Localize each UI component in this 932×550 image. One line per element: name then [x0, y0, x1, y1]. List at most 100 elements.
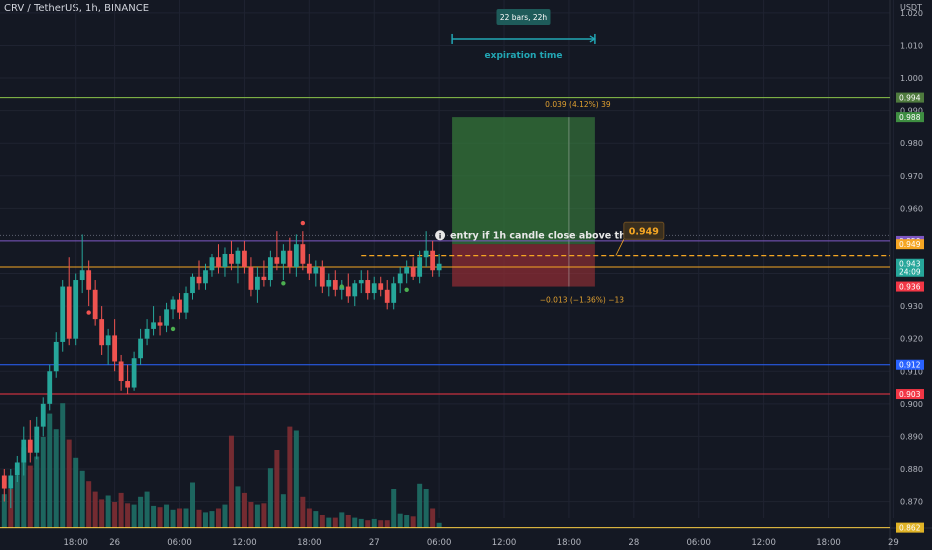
volume-bar	[92, 491, 98, 528]
candle-body	[261, 276, 267, 281]
volume-bar	[99, 499, 105, 528]
target-zone-filled	[452, 117, 569, 245]
volume-bar	[215, 508, 221, 528]
candle-body	[14, 462, 20, 476]
candle-body	[248, 267, 254, 290]
volume-bar	[235, 486, 241, 528]
tag-level-0903-label: 0.903	[899, 390, 921, 399]
x-tick-label: 18:00	[816, 538, 841, 548]
tag-0943-label: 0.943	[899, 260, 921, 269]
volume-bar	[436, 522, 442, 528]
target-zone	[452, 117, 595, 245]
info-icon	[435, 230, 446, 241]
volume-bar	[105, 495, 111, 528]
candle-body	[306, 263, 312, 274]
x-tick-label: 06:00	[686, 538, 711, 548]
candle-body	[222, 253, 228, 267]
volume-bar	[274, 450, 280, 528]
tag-level-0862-bg	[896, 522, 924, 533]
y-tick-label: 0.900	[900, 400, 923, 409]
candle-body	[79, 270, 85, 281]
x-tick-label: 18:00	[297, 538, 322, 548]
volume-bar	[118, 492, 124, 528]
x-tick-label: 27	[369, 538, 380, 548]
candle-body	[53, 341, 59, 372]
tag-level-0862-label: 0.862	[899, 524, 921, 533]
candle-body	[151, 322, 156, 329]
x-tick-label: 12:00	[492, 538, 517, 548]
candle-body	[131, 358, 137, 388]
volume-bar	[190, 482, 196, 528]
volume-bar	[177, 508, 183, 528]
signal-markers	[86, 220, 409, 332]
volume-bar	[125, 503, 131, 528]
candle-body	[60, 286, 66, 342]
tag-level-0912-bg	[896, 359, 924, 370]
candle-body	[319, 267, 325, 287]
volume-bar	[404, 515, 410, 528]
volume-bar	[60, 403, 66, 528]
candle-body	[371, 283, 377, 294]
candle-body	[332, 280, 338, 290]
volume-bars	[1, 403, 442, 528]
signal-up-dot	[281, 281, 286, 286]
candle-body	[293, 244, 299, 267]
candle-body	[216, 257, 221, 267]
candle-body	[255, 276, 260, 290]
volume-bar	[430, 508, 436, 528]
y-tick-label: 0.990	[900, 107, 923, 116]
volume-bar	[79, 470, 85, 528]
volume-bar	[410, 516, 416, 528]
candle-body	[436, 263, 442, 271]
stop-label: −0.013 (−1.36%) −13	[540, 296, 625, 305]
candle-body	[21, 439, 27, 463]
tag-0949-bg	[896, 239, 924, 250]
y-tick-label: 0.880	[900, 465, 923, 474]
volume-bar	[138, 496, 144, 528]
candles	[1, 231, 442, 509]
x-axis: 18:00 26 06:00 12:00 18:00 27 06:00 12:00 18:00 2…	[63, 538, 898, 548]
range-badge	[496, 8, 551, 25]
candle-body	[378, 283, 384, 290]
range-arrow	[589, 35, 597, 43]
grid	[0, 0, 894, 518]
volume-bar	[202, 512, 208, 528]
volume-bar	[112, 502, 118, 528]
candle-body	[183, 293, 189, 313]
volume-bar	[40, 437, 46, 528]
candle-body	[358, 280, 364, 284]
y-tick-label: 0.890	[900, 432, 923, 441]
x-tick-label: 06:00	[167, 538, 192, 548]
volume-bar	[151, 505, 157, 528]
candle-body	[209, 257, 215, 271]
volume-bar	[86, 481, 92, 528]
volume-bar	[66, 439, 72, 528]
entry-callout-box	[623, 221, 665, 240]
y-tick-label: 0.960	[900, 204, 923, 213]
tag-0988-label: 0.988	[899, 113, 921, 122]
candle-body	[417, 257, 423, 277]
candle-body	[280, 250, 286, 264]
volume-bar	[345, 515, 351, 528]
volume-bar	[1, 494, 7, 528]
position-tool: 0.039 (4.12%) 39 −0.013 (−1.36%) −13	[452, 100, 625, 305]
tag-0949-label: 0.949	[899, 240, 921, 249]
volume-bar	[332, 517, 338, 528]
volume-bar	[384, 520, 390, 528]
candle-body	[144, 328, 150, 339]
volume-bar	[27, 465, 33, 528]
y-tick-label: 1.010	[900, 41, 923, 50]
candle-body	[345, 286, 351, 297]
tag-0936-label: 0.936	[899, 283, 921, 292]
volume-bar	[248, 502, 254, 528]
price-tags: 0.9940.9500.9420.9120.9030.8620.9880.949…	[896, 92, 924, 533]
expiration-caption: expiration time	[485, 51, 563, 61]
volume-bar	[261, 503, 267, 528]
volume-bar	[352, 517, 358, 528]
volume-bar	[183, 508, 189, 528]
entry-callout-label: 0.949	[629, 226, 659, 237]
y-tick-label: 0.920	[900, 335, 923, 344]
candle-body	[27, 439, 33, 453]
volume-bar	[241, 492, 247, 528]
